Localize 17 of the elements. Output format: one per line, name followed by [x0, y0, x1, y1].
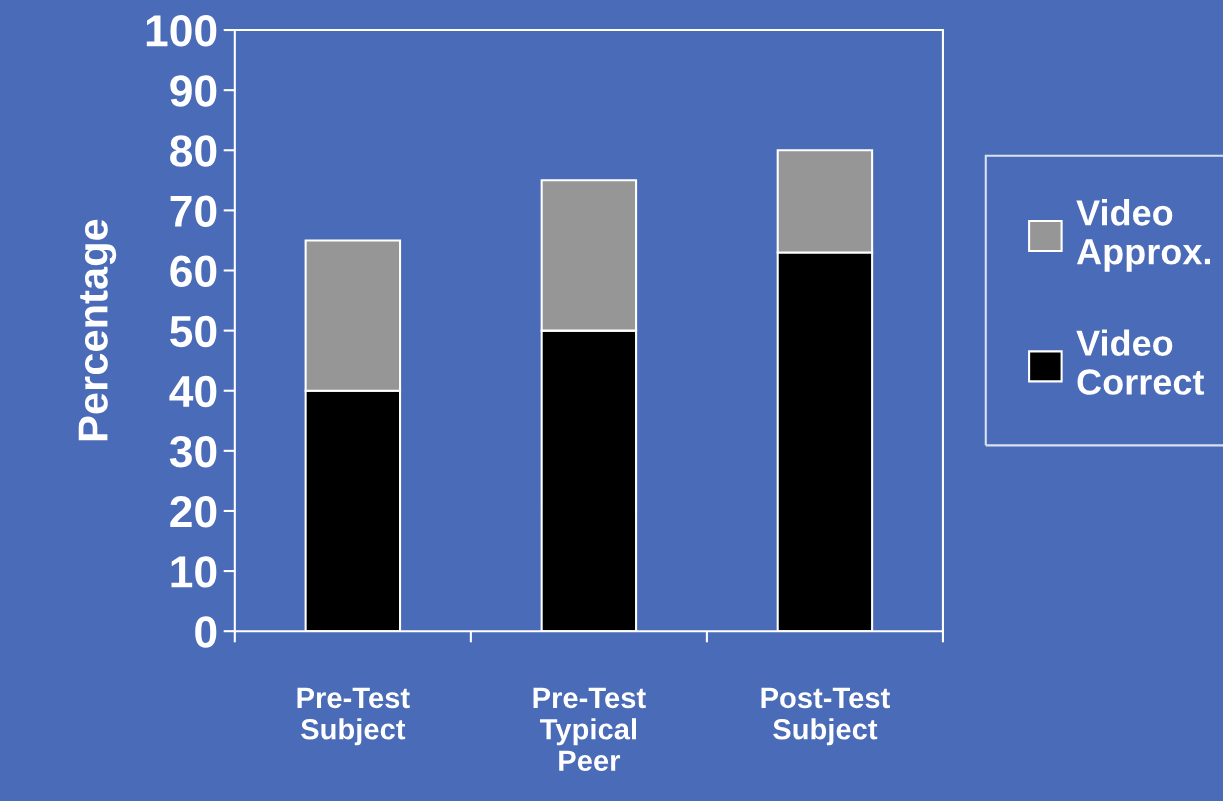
y-tick-label: 10 [171, 556, 217, 588]
y-tick-label: 0 [195, 616, 217, 648]
y-tick-label: 30 [169, 435, 217, 468]
legend-label: Video Approx. [1076, 199, 1210, 272]
y-tick-label: 50 [170, 315, 217, 348]
y-tick-label: 100 [146, 15, 217, 47]
y-tick-label: 90 [170, 75, 217, 107]
y-tick-label: 40 [169, 375, 217, 408]
legend-label: Video Correct [1076, 329, 1205, 395]
y-tick-label: 60 [170, 255, 217, 288]
x-tick-label: Pre-Test Typical Peer [533, 687, 646, 771]
y-tick-label: 80 [170, 135, 217, 167]
x-tick-label: Post-Test Subject [761, 687, 890, 746]
y-axis-title: Percentage [78, 219, 117, 441]
y-tick-label: 70 [170, 195, 217, 227]
y-tick-label: 20 [170, 496, 217, 528]
x-tick-label: Pre-Test Subject [297, 687, 410, 746]
